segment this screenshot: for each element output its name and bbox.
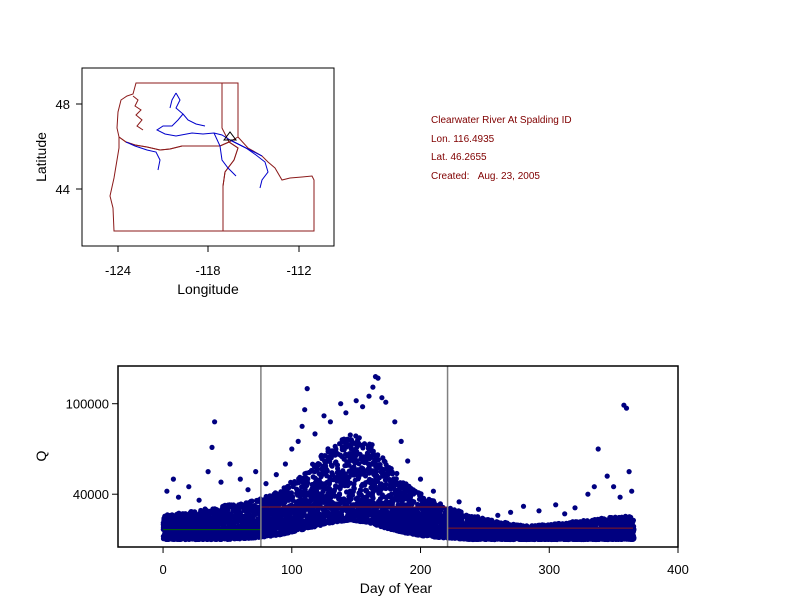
map-xtick-label: -124 [105, 263, 131, 278]
data-point [238, 509, 244, 516]
data-point [269, 506, 275, 512]
data-point [333, 446, 339, 452]
data-point [331, 488, 337, 494]
data-point [329, 463, 335, 469]
rivers [125, 92, 269, 189]
data-point [328, 455, 334, 461]
data-point [356, 435, 362, 441]
data-point [475, 514, 481, 520]
map-axis-ticks [76, 103, 300, 252]
data-point [325, 509, 331, 516]
columbia-lower [125, 141, 161, 171]
data-point [345, 474, 352, 480]
data-point [393, 476, 399, 482]
map-ytick-label: 44 [56, 182, 70, 197]
data-point [305, 476, 311, 482]
data-point [360, 445, 366, 451]
data-point [282, 499, 288, 505]
map-ytick-label: 48 [56, 97, 70, 112]
data-point [356, 461, 362, 467]
data-point [383, 485, 389, 492]
data-point [385, 472, 391, 478]
washington-outline [116, 82, 239, 151]
data-point [389, 469, 395, 475]
map-xlabel: Longitude [177, 281, 239, 297]
tributary-c [169, 92, 177, 109]
data-point [356, 474, 362, 481]
data-point [315, 466, 321, 472]
data-point [329, 470, 335, 476]
data-point [394, 470, 400, 477]
data-point [347, 432, 353, 438]
data-point [305, 480, 311, 486]
data-point [332, 493, 338, 499]
data-point [353, 451, 359, 457]
data-point [362, 473, 369, 479]
data-point [285, 484, 291, 491]
map-panel: -124 -118 -112 48 44 Longitude Latitude [33, 67, 335, 297]
data-point [411, 499, 417, 505]
data-point [357, 487, 363, 493]
data-point [369, 442, 375, 448]
puget-sound [132, 95, 144, 131]
data-point [249, 498, 255, 504]
map-ylabel: Latitude [33, 132, 49, 182]
map-xtick-label: -112 [286, 263, 311, 278]
tributary-a [182, 113, 206, 127]
data-point [361, 441, 368, 447]
data-point [377, 462, 383, 468]
map-xtick-label: -118 [195, 263, 220, 278]
state-borders [109, 82, 315, 232]
data-point [316, 461, 323, 467]
plot-area [160, 366, 637, 547]
idaho-outline [221, 82, 315, 232]
snake-river [229, 139, 269, 189]
data-point [327, 486, 333, 492]
data-point [375, 457, 381, 463]
tributary-b [213, 132, 237, 177]
data-point [375, 452, 381, 458]
data-point [324, 467, 330, 473]
oregon-outline [109, 136, 239, 232]
data-point [383, 481, 389, 488]
data-point [336, 491, 343, 497]
station-marker [223, 131, 237, 141]
data-point [370, 495, 376, 501]
map-frame [81, 67, 335, 247]
